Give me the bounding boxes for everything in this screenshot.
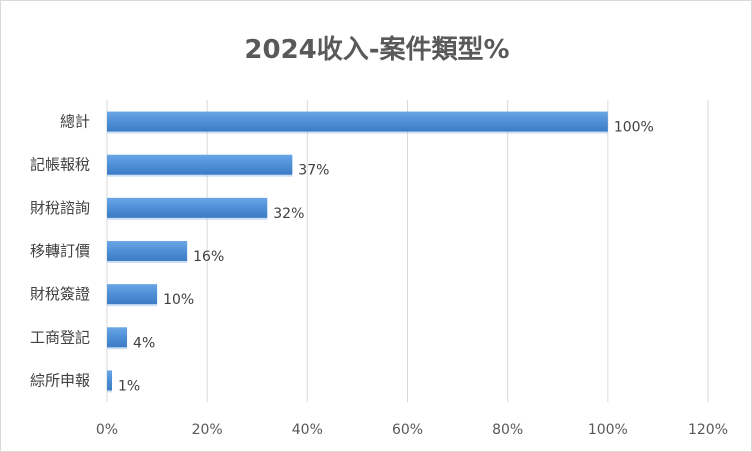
bar bbox=[107, 327, 127, 347]
data-label: 100% bbox=[614, 120, 654, 136]
category-labels: 總計記帳報稅財稅諮詢移轉訂價財稅簽證工商登記綜所申報 bbox=[30, 113, 90, 390]
x-tick-label: 60% bbox=[392, 422, 423, 438]
data-label: 10% bbox=[163, 292, 194, 308]
bar bbox=[107, 198, 267, 218]
category-label: 財稅簽證 bbox=[30, 285, 90, 303]
bar bbox=[107, 241, 187, 261]
x-tick-label: 0% bbox=[96, 422, 118, 438]
x-tick-label: 80% bbox=[492, 422, 523, 438]
bar bbox=[107, 155, 292, 175]
bar bbox=[107, 284, 157, 304]
x-tick-label: 40% bbox=[292, 422, 323, 438]
bars bbox=[107, 112, 608, 393]
category-label: 綜所申報 bbox=[30, 371, 90, 389]
x-tick-label: 20% bbox=[192, 422, 223, 438]
data-label: 16% bbox=[193, 249, 224, 265]
bar bbox=[107, 370, 112, 390]
data-label: 32% bbox=[273, 206, 304, 222]
category-label: 移轉訂價 bbox=[30, 242, 90, 260]
category-label: 記帳報稅 bbox=[30, 156, 90, 174]
x-tick-label: 100% bbox=[588, 422, 628, 438]
x-axis-ticks: 0% 20% 40% 60% 80% 100% 120% bbox=[96, 422, 728, 438]
category-label: 財稅諮詢 bbox=[30, 199, 90, 217]
data-label: 37% bbox=[298, 163, 329, 179]
x-tick-label: 120% bbox=[688, 422, 728, 438]
data-label: 1% bbox=[118, 378, 140, 394]
category-label: 工商登記 bbox=[30, 328, 90, 346]
data-label: 4% bbox=[133, 335, 155, 351]
bar bbox=[107, 112, 608, 132]
category-label: 總計 bbox=[60, 113, 90, 131]
